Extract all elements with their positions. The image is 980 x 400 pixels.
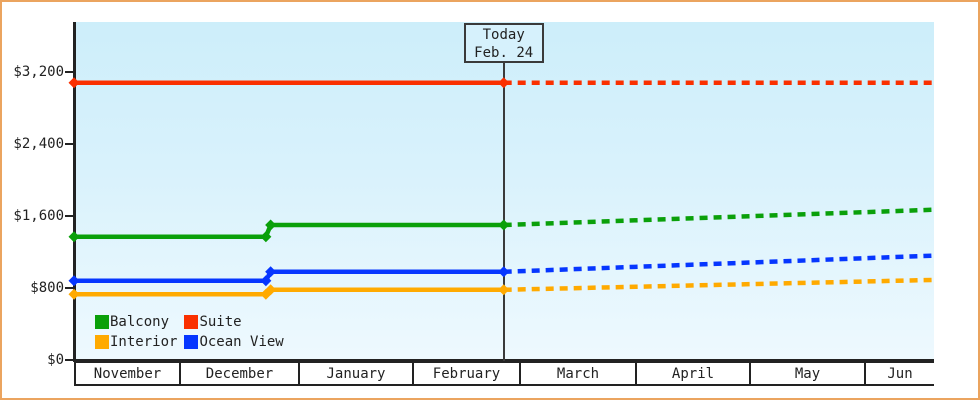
- y-axis-tick-mark: [65, 143, 74, 145]
- y-axis-tick-mark: [65, 287, 74, 289]
- month-axis-cell: May: [749, 361, 866, 386]
- legend: Balcony Suite Interior Ocean View: [95, 312, 284, 352]
- price-line-history-balcony: [74, 222, 504, 239]
- y-axis-line: [73, 22, 76, 362]
- data-point-marker: [265, 219, 277, 231]
- data-point-marker: [68, 231, 80, 243]
- data-point-marker: [498, 77, 510, 89]
- month-axis-cell: March: [519, 361, 637, 386]
- price-line-forecast-interior: [503, 277, 935, 293]
- legend-item-ocean-view: Ocean View: [184, 332, 284, 352]
- price-line-forecast-ocean-view: [503, 253, 935, 275]
- legend-item-interior: Interior: [95, 332, 177, 352]
- legend-color-swatch: [184, 315, 199, 329]
- y-axis-tick-label: $800: [30, 280, 64, 296]
- today-label: Today: [482, 27, 525, 43]
- data-point-marker: [68, 288, 80, 300]
- month-axis-cell: December: [179, 361, 300, 386]
- today-marker-line: [502, 63, 505, 361]
- data-point-marker: [498, 219, 510, 231]
- data-point-marker: [498, 284, 510, 296]
- price-line-history-interior: [74, 287, 504, 297]
- data-point-marker: [68, 275, 80, 287]
- data-point-marker: [68, 77, 80, 89]
- y-axis-tick-label: $3,200: [13, 64, 64, 80]
- plot-area: [76, 22, 934, 360]
- price-line-history-ocean-view: [74, 269, 504, 284]
- legend-color-swatch: [184, 335, 199, 349]
- month-axis-cell: February: [412, 361, 521, 386]
- y-axis-tick-mark: [65, 215, 74, 217]
- month-axis-cell: April: [635, 361, 751, 386]
- today-annotation-box: Today Feb. 24: [463, 23, 544, 63]
- month-axis-cell: November: [74, 361, 181, 386]
- legend-item-balcony: Balcony: [95, 312, 177, 332]
- legend-color-swatch: [95, 335, 109, 349]
- legend-label: Balcony: [110, 314, 170, 330]
- legend-color-swatch: [95, 315, 109, 329]
- legend-item-suite: Suite: [184, 312, 283, 332]
- data-point-marker: [498, 266, 510, 278]
- legend-label: Ocean View: [199, 334, 284, 350]
- y-axis-tick-mark: [65, 359, 74, 361]
- y-axis-tick-label: $2,400: [13, 136, 64, 152]
- legend-label: Suite: [199, 314, 242, 330]
- data-point-marker: [260, 275, 272, 287]
- data-point-marker: [260, 231, 272, 243]
- y-axis-tick-label: $0: [47, 352, 64, 368]
- data-point-marker: [265, 284, 277, 296]
- month-axis-cell: January: [298, 361, 414, 386]
- data-point-marker: [265, 266, 277, 278]
- legend-label: Interior: [110, 334, 178, 350]
- price-line-forecast-balcony: [503, 207, 935, 228]
- y-axis-tick-label: $1,600: [13, 208, 64, 224]
- y-axis-tick-mark: [65, 71, 74, 73]
- month-axis-cell: Jun: [864, 361, 934, 386]
- today-date: Feb. 24: [474, 45, 534, 61]
